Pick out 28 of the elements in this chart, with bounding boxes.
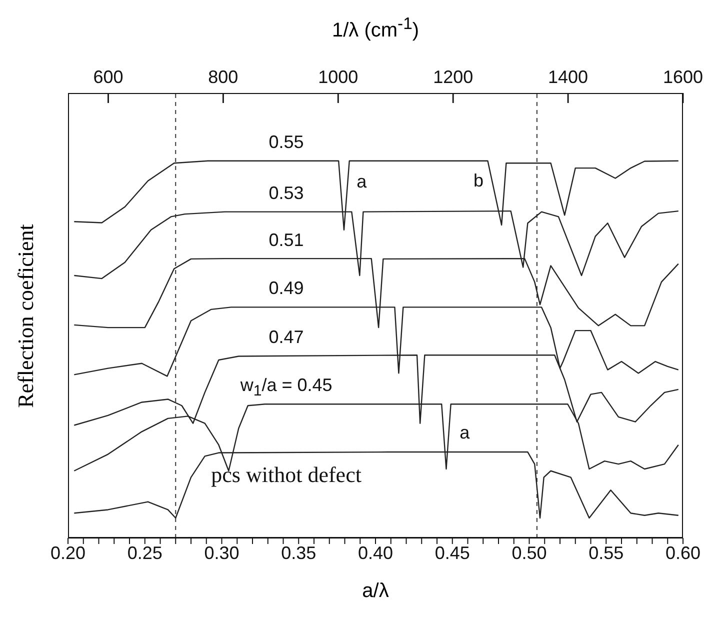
x-tick-label: 0.55 <box>588 542 624 563</box>
series-label: 0.51 <box>268 230 304 251</box>
x2-tick-label: 1000 <box>318 67 358 87</box>
x-tick-label: 0.20 <box>50 542 86 563</box>
x-tick-label: 0.50 <box>512 542 547 563</box>
x-axis-title: a/λ <box>361 580 390 603</box>
x-tick-label: 0.30 <box>204 542 240 563</box>
x2-tick-label: 600 <box>93 67 124 87</box>
series-label: pcs withot defect <box>211 462 362 488</box>
x-tick-label: 0.60 <box>665 542 701 563</box>
x-tick-label: 0.45 <box>434 542 470 563</box>
series-label: 0.49 <box>268 278 304 300</box>
series-label: w$_{1}$/a = 0.45 <box>240 375 332 400</box>
series-label: 0.53 <box>268 182 304 204</box>
x2-tick-label: 1400 <box>548 67 588 87</box>
annotation: a <box>460 422 470 444</box>
x-tick-label: 0.35 <box>281 542 316 563</box>
y-axis-title: Reflection coeficient <box>13 224 39 408</box>
x-tick-label: 0.25 <box>127 542 162 563</box>
annotation: a <box>356 172 367 192</box>
series-label: 0.47 <box>268 326 304 348</box>
x-tick-label: 0.40 <box>358 542 394 563</box>
x2-tick-label: 1200 <box>433 67 474 87</box>
series-label: 0.55 <box>268 132 304 153</box>
x2-axis-title: 1/λ (cm$^{-1}$) <box>330 14 420 43</box>
annotation: b <box>473 170 484 192</box>
x2-tick-label: 800 <box>208 67 238 87</box>
x2-tick-label: 1600 <box>662 67 704 87</box>
